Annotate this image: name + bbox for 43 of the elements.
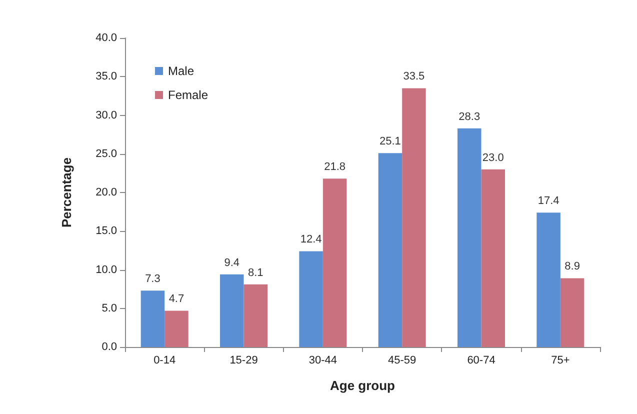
data-label: 23.0 [482,152,504,164]
x-tick-label: 30-44 [308,354,337,366]
x-axis-title: Age group [330,378,396,393]
y-tick-label: 35.0 [96,70,117,83]
y-axis-title: Percentage [59,157,74,228]
x-tick-label: 0-14 [154,354,176,366]
y-tick-label: 25.0 [96,148,117,160]
data-label: 8.9 [564,260,580,273]
x-tick-label: 15-29 [230,354,258,366]
bar [458,128,482,347]
bar [220,274,244,347]
y-tick-label: 10.0 [96,264,117,276]
legend-label: Male [168,64,194,78]
bar [164,310,188,347]
y-tick-label: 0.0 [102,341,117,353]
data-label: 33.5 [403,70,425,83]
bar [140,290,165,347]
x-tick-label: 60-74 [467,354,496,366]
data-label: 12.4 [300,234,322,246]
y-tick-label: 15.0 [96,225,117,238]
bar [536,212,560,347]
data-label: 17.4 [538,195,560,208]
data-label: 8.1 [248,266,264,279]
bar [322,178,347,347]
data-label: 25.1 [379,136,401,148]
y-tick-label: 30.0 [96,109,117,122]
bar [402,88,426,347]
bar [560,278,584,347]
data-label: 21.8 [324,161,346,174]
y-tick-label: 20.0 [96,186,117,198]
data-label: 4.7 [168,293,184,306]
x-tick-label: 45-59 [388,354,416,366]
x-tick-label: 75+ [551,354,570,366]
legend-label: Female [168,88,208,102]
data-label: 7.3 [145,273,160,286]
y-tick-label: 5.0 [102,302,117,314]
y-tick-label: 40.0 [96,32,117,44]
bar [244,284,268,347]
data-label: 28.3 [458,110,480,123]
bar [481,169,505,347]
bar [299,251,323,347]
data-label: 9.4 [224,256,240,269]
bar [378,153,402,347]
